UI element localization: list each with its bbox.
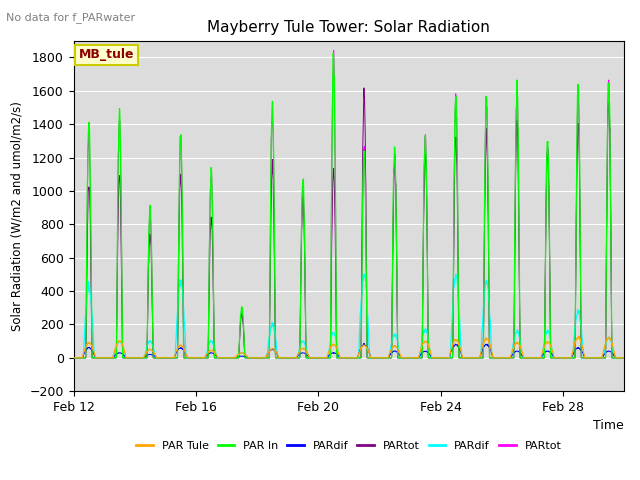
Text: MB_tule: MB_tule — [79, 48, 134, 61]
Y-axis label: Solar Radiation (W/m2 and umol/m2/s): Solar Radiation (W/m2 and umol/m2/s) — [11, 101, 24, 331]
Text: No data for f_PARwater: No data for f_PARwater — [6, 12, 136, 23]
Legend: PAR Tule, PAR In, PARdif, PARtot, PARdif, PARtot: PAR Tule, PAR In, PARdif, PARtot, PARdif… — [132, 437, 566, 456]
Title: Mayberry Tule Tower: Solar Radiation: Mayberry Tule Tower: Solar Radiation — [207, 21, 490, 36]
X-axis label: Time: Time — [593, 420, 624, 432]
